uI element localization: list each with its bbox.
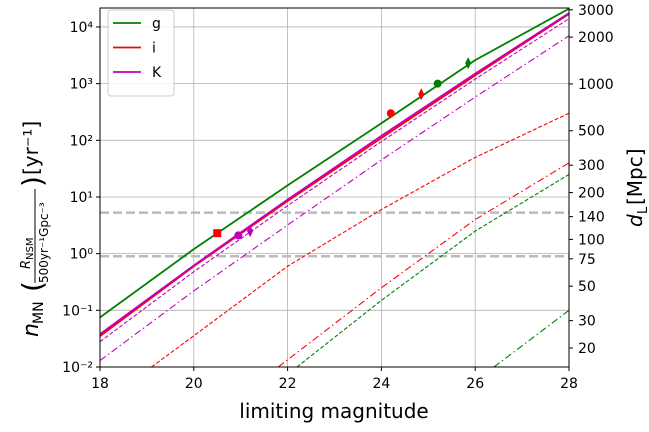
x-axis-label: limiting magnitude bbox=[239, 399, 428, 423]
y2-label-symbol: d bbox=[623, 214, 647, 227]
y2-label-sub: L bbox=[636, 206, 649, 214]
y2-tick-label: 20 bbox=[578, 341, 596, 357]
marker bbox=[213, 229, 222, 238]
y-tick-label: 10¹ bbox=[70, 190, 93, 206]
y-label-close: ) bbox=[16, 176, 49, 187]
y-tick-label: 10⁰ bbox=[70, 247, 94, 263]
marker bbox=[418, 88, 425, 101]
y2-tick-label: 50 bbox=[578, 279, 596, 295]
legend-label: K bbox=[152, 65, 162, 81]
y2-tick-label: 100 bbox=[578, 232, 605, 248]
y-label-symbol: n bbox=[19, 323, 44, 337]
y-label-num-sub: NSM bbox=[25, 238, 36, 260]
legend-label: g bbox=[152, 16, 161, 32]
y-tick-label: 10² bbox=[70, 133, 93, 149]
x-tick-label: 24 bbox=[372, 376, 390, 392]
series-line bbox=[296, 173, 569, 367]
marker bbox=[386, 109, 395, 118]
ticks: 18 20 22 24 26 28 10⁻² 10⁻¹ 10⁰ 10¹ 10² 10³ 10⁴ 20 30 5… bbox=[62, 3, 613, 392]
series-line bbox=[100, 35, 569, 361]
y-label-den: 500yr⁻¹Gpc⁻³ bbox=[37, 202, 51, 283]
x-tick-label: 18 bbox=[91, 376, 109, 392]
y-label-unit: [yr⁻¹] bbox=[19, 121, 43, 175]
y-label-open: ( bbox=[16, 281, 49, 292]
y2-tick-label: 3000 bbox=[578, 3, 614, 19]
plot-area bbox=[100, 8, 569, 367]
series-line bbox=[100, 8, 569, 319]
y2-label-unit: [Mpc] bbox=[623, 148, 647, 205]
y-axis-label: n MN ( R NSM 500yr⁻¹Gpc⁻³ ) [yr⁻¹] bbox=[16, 121, 51, 337]
marker bbox=[433, 79, 442, 88]
series-line bbox=[277, 162, 569, 367]
y2-tick-label: 30 bbox=[578, 314, 596, 330]
x-tick-label: 20 bbox=[185, 376, 203, 392]
y-tick-label: 10⁻² bbox=[62, 360, 93, 376]
x-tick-label: 28 bbox=[560, 376, 578, 392]
y2-axis-label: d L [Mpc] bbox=[623, 148, 649, 227]
legend: giK bbox=[107, 9, 175, 97]
series-line bbox=[100, 12, 569, 335]
y-label-num: R bbox=[19, 260, 34, 269]
y-tick-label: 10³ bbox=[70, 77, 93, 93]
series-line bbox=[493, 309, 569, 367]
y2-tick-label: 2000 bbox=[578, 30, 614, 46]
x-tick-label: 22 bbox=[279, 376, 297, 392]
legend-box bbox=[107, 9, 175, 97]
y-tick-label: 10⁴ bbox=[70, 20, 94, 36]
y2-tick-label: 200 bbox=[578, 186, 605, 202]
series-line bbox=[100, 18, 569, 343]
y2-tick-label: 500 bbox=[578, 124, 605, 140]
y2-tick-label: 1000 bbox=[578, 77, 614, 93]
x-tick-label: 26 bbox=[466, 376, 484, 392]
legend-label: i bbox=[152, 41, 156, 57]
y-tick-label: 10⁻¹ bbox=[62, 303, 93, 319]
marker bbox=[234, 231, 243, 240]
marker bbox=[465, 57, 472, 70]
y2-tick-label: 300 bbox=[578, 158, 605, 174]
marker bbox=[247, 225, 254, 238]
y-label-sub: MN bbox=[31, 301, 47, 324]
axes-frame bbox=[99, 7, 570, 368]
series-line bbox=[151, 112, 569, 367]
y2-tick-label: 140 bbox=[578, 210, 605, 226]
y2-tick-label: 75 bbox=[578, 252, 596, 268]
